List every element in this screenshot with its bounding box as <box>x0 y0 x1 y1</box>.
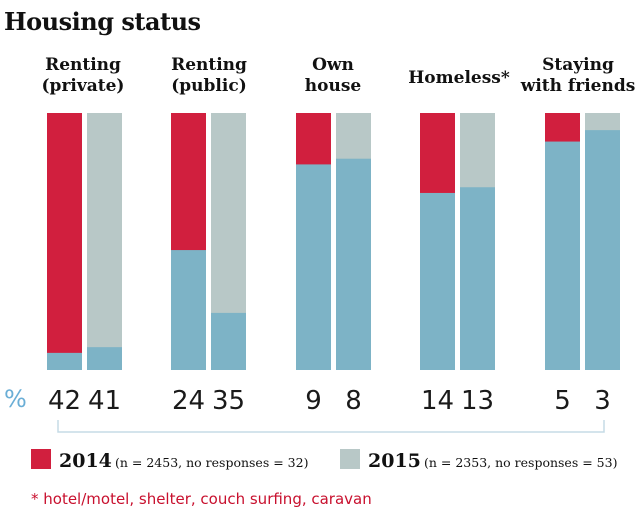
value-labels: 42 24 9 14 5 41 35 8 13 3 <box>48 386 611 416</box>
value-label-2015-0: 41 <box>88 386 121 416</box>
value-label-2015-2: 8 <box>345 386 362 416</box>
category-label-0-line-0: Renting <box>45 55 121 75</box>
bar-2015-0 <box>87 113 122 348</box>
bar-2015-3 <box>460 113 495 188</box>
category-label-3-line-0: Homeless* <box>408 68 510 88</box>
bar-2015-2 <box>336 113 371 159</box>
chart-title: Housing status <box>4 7 201 36</box>
value-label-2014-4: 5 <box>554 386 571 416</box>
legend-label-2015: 2015 <box>368 450 421 472</box>
value-label-2015-3: 13 <box>461 386 494 416</box>
bar-2014-3 <box>420 113 455 193</box>
bracket-line <box>57 420 605 433</box>
percent-sign: % <box>4 385 27 413</box>
bar-2015-4 <box>585 113 620 131</box>
category-label-1-line-0: Renting <box>171 55 247 75</box>
legend: 2014 (n = 2453, no responses = 32) 2015 … <box>31 449 617 472</box>
bar-2014-4 <box>545 113 580 142</box>
footnote: * hotel/motel, shelter, couch surfing, c… <box>31 490 372 508</box>
bar-remainder-2015-4 <box>585 113 620 370</box>
category-label-4-line-0: Staying <box>542 55 614 75</box>
category-label-2-line-0: Own <box>312 55 354 75</box>
legend-note-2015: (n = 2353, no responses = 53) <box>424 455 617 470</box>
bar-2014-1 <box>171 113 206 251</box>
legend-swatch-2015 <box>340 449 360 469</box>
value-label-2014-1: 24 <box>172 386 205 416</box>
category-label-0-line-1: (private) <box>42 76 125 96</box>
value-label-2014-3: 14 <box>421 386 454 416</box>
legend-label-2014: 2014 <box>59 450 112 472</box>
bar-remainder-2014-4 <box>545 113 580 370</box>
value-label-2015-1: 35 <box>212 386 245 416</box>
value-label-2014-0: 42 <box>48 386 81 416</box>
value-label-2015-4: 3 <box>594 386 611 416</box>
category-label-4-line-1: with friends <box>520 76 636 96</box>
value-label-2014-2: 9 <box>305 386 322 416</box>
bar-2015-1 <box>211 113 246 313</box>
bars <box>47 113 620 370</box>
legend-swatch-2014 <box>31 449 51 469</box>
category-label-2-line-1: house <box>305 76 362 96</box>
bar-2014-0 <box>47 113 82 353</box>
category-label-1-line-1: (public) <box>171 76 247 96</box>
bar-2014-2 <box>296 113 331 165</box>
legend-note-2014: (n = 2453, no responses = 32) <box>115 455 308 470</box>
